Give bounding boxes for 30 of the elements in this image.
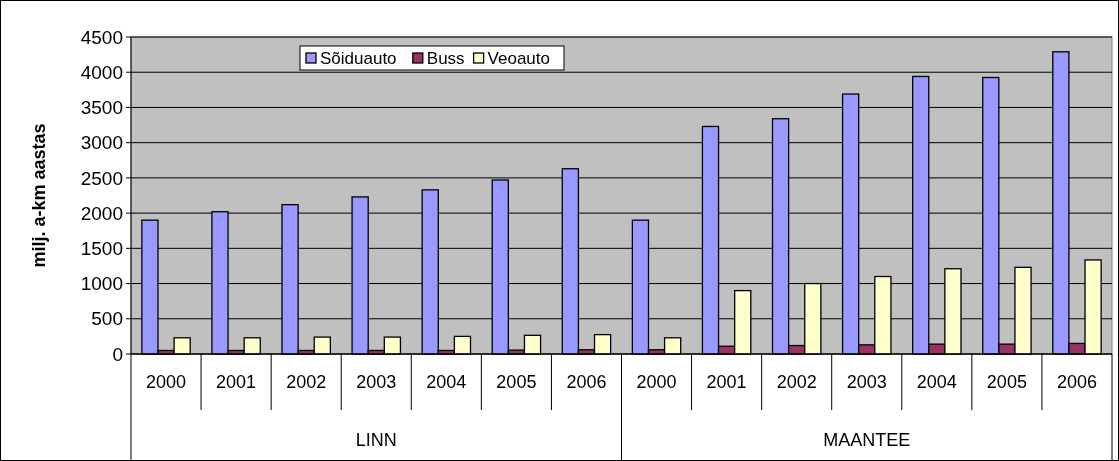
x-tick-label: 2006 [566, 372, 607, 393]
y-tick-label: 3000 [80, 132, 123, 154]
x-tick-label: 2003 [356, 372, 397, 393]
legend-label: Buss [426, 48, 465, 68]
x-tick-label: 2001 [706, 372, 747, 393]
y-tick-label: 2000 [80, 202, 123, 224]
y-tick-label: 4000 [80, 61, 123, 83]
y-tick-label: 0 [112, 343, 123, 365]
text: MAANTEE [823, 430, 911, 451]
x-tick-label: 2000 [146, 372, 187, 393]
x-tick-label: 2004 [916, 372, 957, 393]
x-tick-label: 2002 [776, 372, 817, 393]
x-tick-label: 2006 [1056, 372, 1097, 393]
y-tick-label: 3500 [80, 97, 123, 119]
text: LINN [355, 430, 397, 451]
y-tick-label: 4500 [80, 26, 123, 48]
x-tick-label: 2003 [846, 372, 887, 393]
y-tick-label: 1000 [80, 273, 123, 295]
legend-label: Sõiduauto [320, 48, 397, 68]
x-tick-label: 2002 [286, 372, 327, 393]
y-tick-label: 1500 [80, 237, 123, 259]
legend-label: Veoauto [487, 48, 551, 68]
y-tick-label: 500 [91, 308, 123, 330]
x-tick-label: 2005 [496, 372, 537, 393]
x-tick-label: 2001 [216, 372, 257, 393]
x-tick-label: 2005 [986, 372, 1027, 393]
y-axis-title: milj. a-km aastas [29, 123, 49, 268]
x-tick-label: 2004 [426, 372, 467, 393]
x-tick-label: 2000 [636, 372, 677, 393]
y-tick-label: 2500 [80, 167, 123, 189]
